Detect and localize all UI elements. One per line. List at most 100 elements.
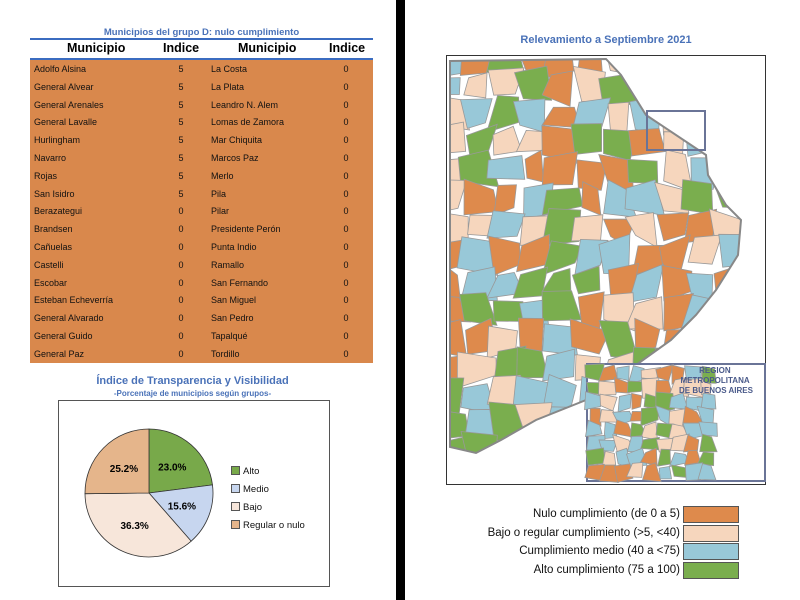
municipality-area <box>541 208 582 246</box>
cell-municipio: General Guido <box>34 331 93 341</box>
cell-municipio: Leandro N. Alem <box>211 99 279 110</box>
cell-municipio: La Plata <box>211 81 245 92</box>
svg-text:REGION METROPOLITANA: REGION METROPOLITANA DE BUENOS AIRES <box>679 366 754 395</box>
municipality-area <box>542 348 576 382</box>
municipality-area <box>569 318 610 355</box>
municipality-area <box>697 463 717 481</box>
cell-municipio: General Alvear <box>34 81 94 92</box>
municipality-area <box>571 265 601 295</box>
municipality-area <box>640 406 659 427</box>
municipality-area <box>450 77 461 95</box>
map-title: Relevamiento a Septiembre 2021 <box>520 34 692 46</box>
header-indice-2: Indice <box>329 41 366 55</box>
cell-municipio: Tordillo <box>211 348 240 359</box>
municipality-area <box>486 95 520 133</box>
pie-data-label: 15.6% <box>168 501 196 512</box>
municipality-area <box>642 462 662 483</box>
municipality-area <box>658 465 673 480</box>
cell-municipio: Navarro <box>34 153 67 163</box>
municipality-area <box>627 159 659 184</box>
table-row: General Paz 0 Tordillo 0 <box>34 348 349 359</box>
table-title: Municipios del grupo D: nulo cumplimient… <box>103 27 300 38</box>
map-legend-swatch <box>683 561 739 579</box>
municipality-area <box>656 212 690 242</box>
metro-inset: REGION METROPOLITANA DE BUENOS AIRES <box>584 363 766 483</box>
municipality-area <box>607 101 630 133</box>
municipality-area <box>687 234 723 265</box>
municipality-area <box>584 419 603 438</box>
cell-municipio: Pilar <box>211 206 230 217</box>
legend-swatch <box>231 484 240 493</box>
map-legend-swatch <box>683 543 739 560</box>
map-legend-swatch <box>683 506 739 523</box>
municipality-area <box>616 365 630 382</box>
pie-slice-regular-o-nulo <box>84 428 150 495</box>
map-legend-label: Nulo cumplimiento (de 0 a 5) <box>532 508 680 520</box>
map-legend-swatch <box>683 524 739 542</box>
table-row: Castelli 0 Ramallo 0 <box>34 259 349 270</box>
pie-svg: 23.0% 15.6% 36.3% 25.2% <box>84 428 214 558</box>
municipality-area <box>493 184 517 216</box>
table-row: General Alvarado 0 San Pedro 0 <box>34 313 349 324</box>
table-row: Brandsen 0 Presidente Perón 0 <box>34 224 349 235</box>
municipality-area <box>541 70 574 107</box>
cell-municipio: Hurlingham <box>34 135 81 146</box>
municipality-area <box>459 292 498 326</box>
inset-label: REGION <box>699 366 731 375</box>
cell-municipio: Rojas <box>34 170 58 181</box>
legend-item: Regular o nulo <box>231 520 305 531</box>
municipality-area <box>570 214 604 242</box>
municipality-area <box>514 65 553 101</box>
municipality-area <box>626 462 644 478</box>
pie-slice-alto <box>148 428 213 494</box>
table-row: Navarro 5 Marcos Paz 0 <box>34 153 349 163</box>
table-row: Berazategui 0 Pilar 0 <box>34 206 349 217</box>
table-row: Escobar 0 San Fernando 0 <box>34 277 349 288</box>
pie-chart: 23.0% 15.6% 36.3% 25.2% Alto Medio Bajo Regula… <box>58 400 330 587</box>
municipality-area <box>640 447 658 467</box>
municipality-area <box>450 96 471 131</box>
table-row: General Arenales 5 Leandro N. Alem 0 <box>34 99 349 110</box>
table-row: Hurlingham 5 Mar Chiquita 0 <box>34 135 349 146</box>
header-indice-1: Indice <box>163 41 200 55</box>
municipality-area <box>589 407 602 427</box>
pie-slice-bajo <box>84 492 192 558</box>
municipality-area <box>486 155 526 180</box>
municipality-area <box>700 379 712 395</box>
legend-item: Medio <box>231 484 269 495</box>
table-row: Cañuelas 0 Punta Indio 0 <box>34 242 349 252</box>
table-top-rule <box>30 38 373 40</box>
table-row: General Guido 0 Tapalqué 0 <box>34 331 349 341</box>
page-divider <box>396 0 405 600</box>
cell-municipio: General Arenales <box>34 99 104 110</box>
legend-item: Bajo <box>231 502 262 513</box>
municipality-area <box>698 421 718 437</box>
municipality-area <box>541 240 583 276</box>
cell-municipio: General Lavalle <box>34 117 98 128</box>
cell-municipio: Pila <box>211 188 227 199</box>
cell-municipio: Merlo <box>211 170 234 181</box>
table-row: Adolfo Alsina 5 La Costa 0 <box>34 64 349 74</box>
legend-label: Medio <box>243 484 269 495</box>
chart-title: Índice de Transparencia y Visibilidad <box>96 375 289 387</box>
cell-municipio: General Alvarado <box>34 313 104 324</box>
table-row: Rojas 5 Merlo 0 <box>34 170 349 181</box>
municipality-area <box>450 179 468 215</box>
cell-municipio: Escobar <box>34 277 68 288</box>
cell-municipio: Adolfo Alsina <box>34 64 87 74</box>
municipality-area <box>570 123 603 155</box>
municipality-area <box>584 391 606 411</box>
municipality-area <box>463 72 488 99</box>
municipality-area <box>450 435 468 453</box>
cell-municipio: Cañuelas <box>34 242 73 252</box>
pie-data-label: 36.3% <box>120 521 148 532</box>
cell-municipio: Lomas de Zamora <box>211 117 285 128</box>
pie-data-label: 23.0% <box>158 463 186 474</box>
chart-subtitle: -Porcentaje de municipios según grupos- <box>113 389 272 398</box>
cell-municipio: San Fernando <box>211 277 269 288</box>
table-row: Esteban Echeverría 0 San Miguel 0 <box>34 295 349 306</box>
municipality-area <box>585 447 606 466</box>
cell-municipio: Ramallo <box>211 259 245 270</box>
legend-label: Regular o nulo <box>243 520 305 531</box>
municipality-area <box>541 151 579 186</box>
